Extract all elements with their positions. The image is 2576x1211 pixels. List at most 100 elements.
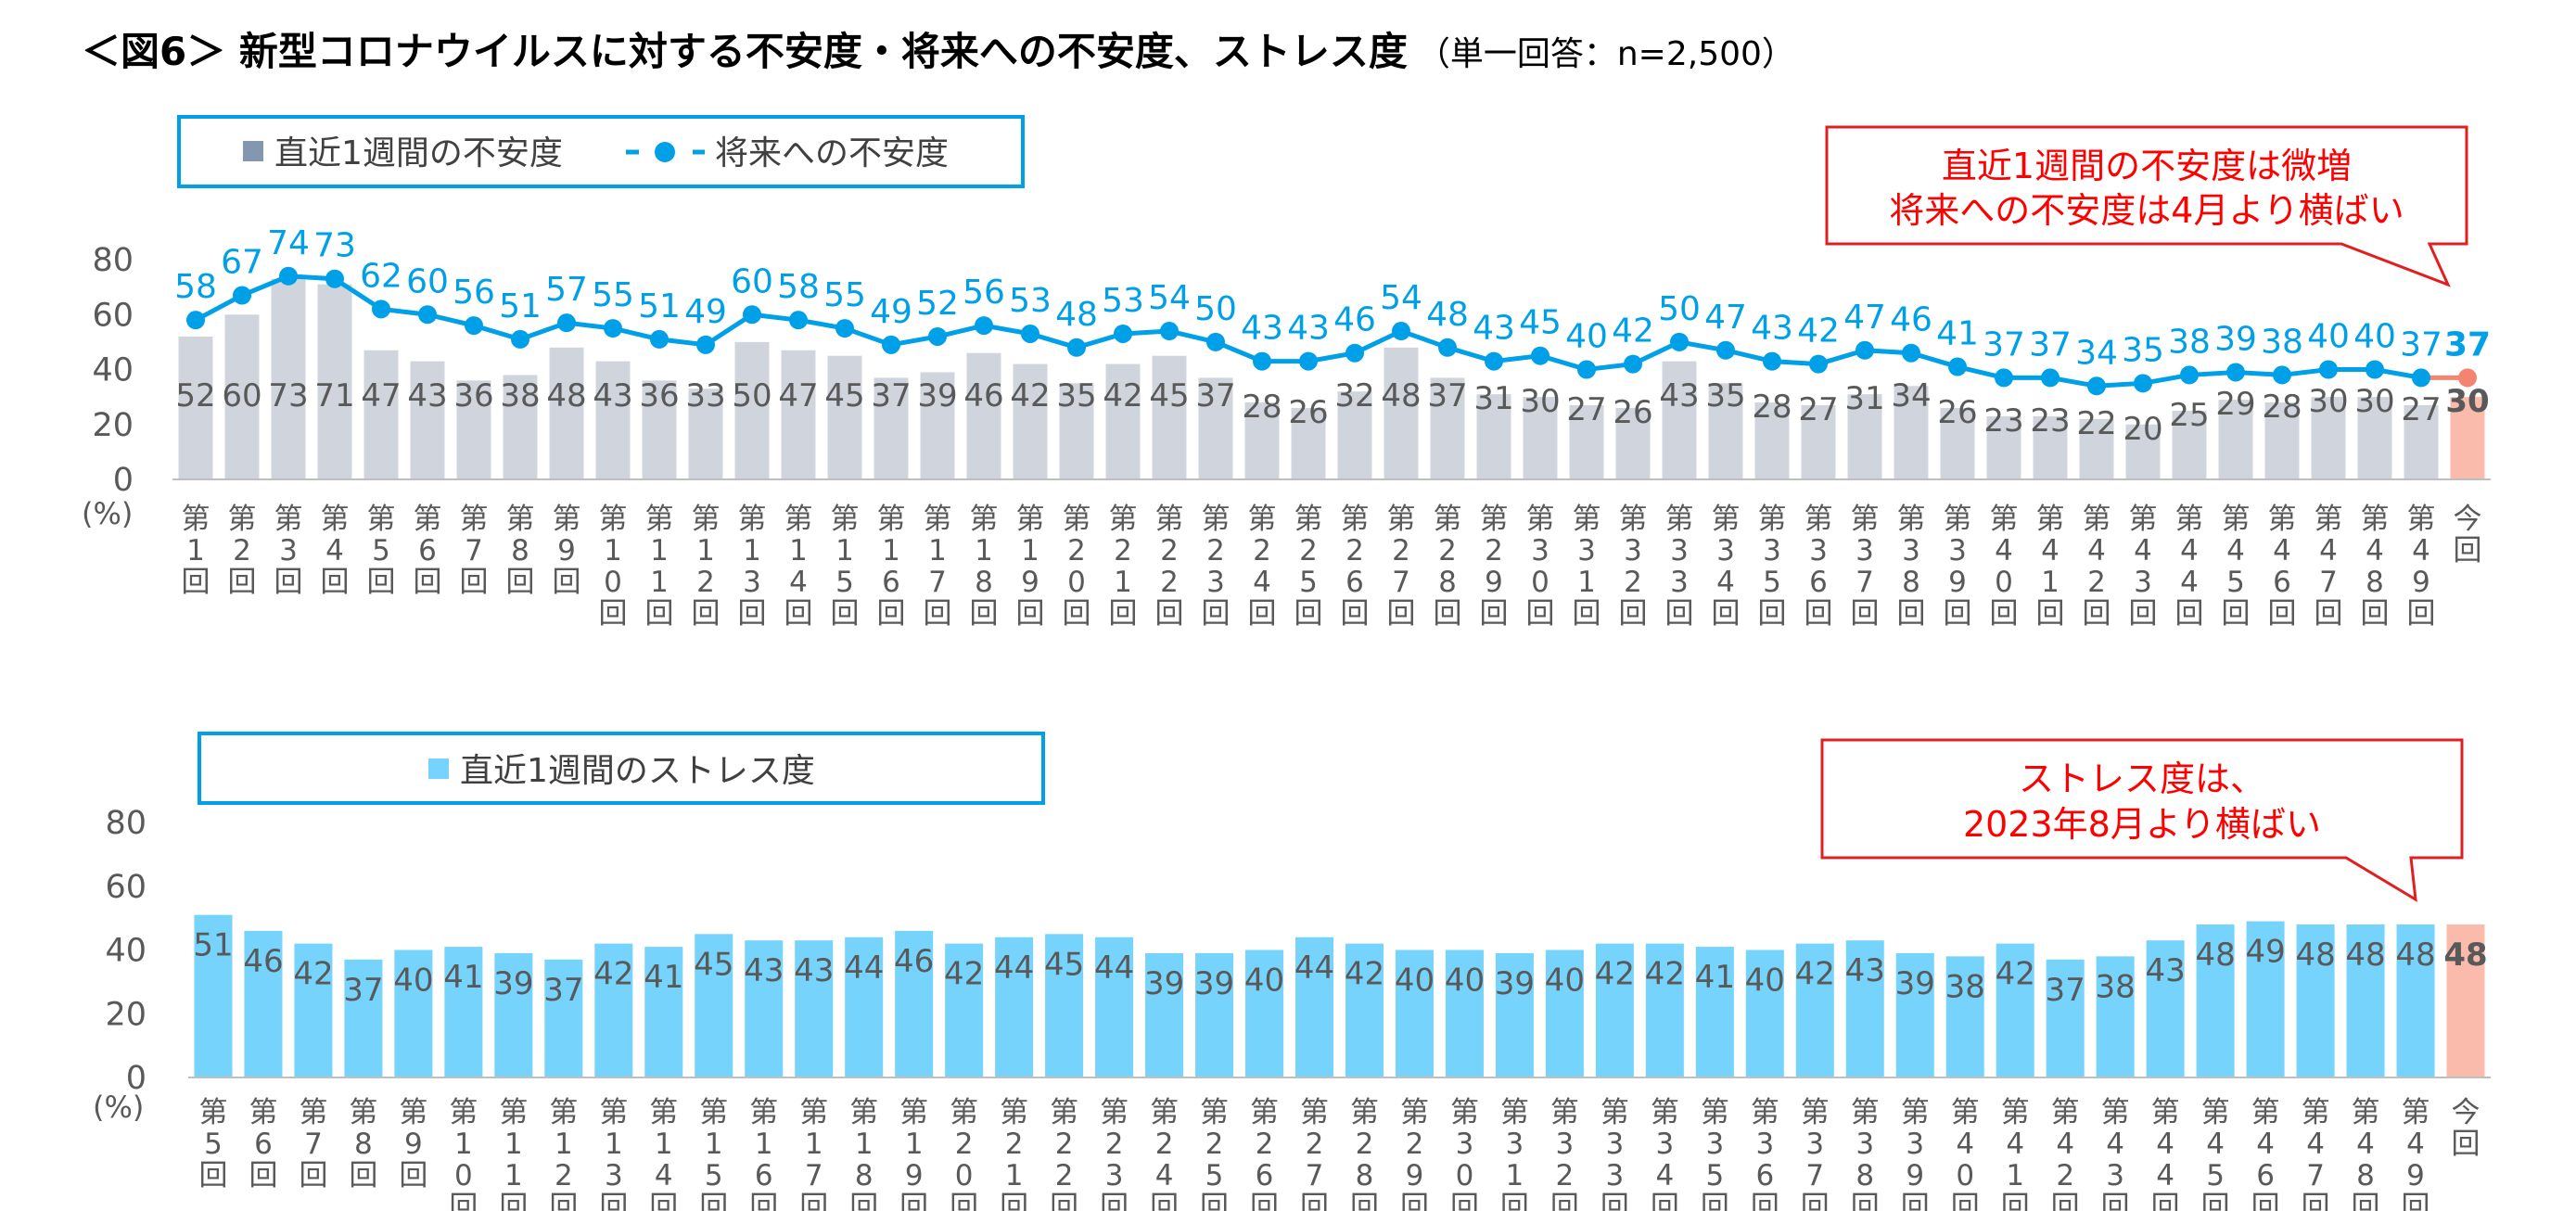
x-tick-label-1: 第 xyxy=(1063,503,1091,536)
y-tick-label-1: 80 xyxy=(92,242,134,279)
x-tick-label-2: 回 xyxy=(1600,1191,1629,1211)
data-label-future: 37 xyxy=(2444,325,2491,363)
point-anxiety-future xyxy=(2412,368,2430,388)
data-label-future: 73 xyxy=(313,227,356,265)
x-tick-label-2: 回 xyxy=(2001,1191,2030,1211)
callout-box-2 xyxy=(1820,738,2464,902)
data-label-stress: 40 xyxy=(1745,962,1785,1000)
x-tick-label-1: 回 xyxy=(1712,597,1741,631)
x-tick-label-2: 2 xyxy=(555,1159,573,1192)
x-tick-label-2: 回 xyxy=(1250,1191,1279,1211)
x-tick-label-1: 第 xyxy=(2129,503,2158,536)
data-label-future: 74 xyxy=(267,224,310,262)
x-tick-label-1: 2 xyxy=(2087,566,2106,599)
x-tick-label-2: 1 xyxy=(1506,1159,1524,1192)
point-anxiety-future xyxy=(1577,360,1596,379)
legend-label-week: 直近1週間の不安度 xyxy=(274,134,563,172)
x-tick-label-1: 8 xyxy=(975,566,993,599)
data-label-future: 56 xyxy=(453,274,495,312)
x-tick-label-2: 第 xyxy=(1000,1096,1028,1129)
data-label-week: 45 xyxy=(1149,377,1189,414)
data-label-stress: 37 xyxy=(343,972,383,1009)
x-tick-label-1: 第 xyxy=(1573,503,1601,536)
data-label-week: 30 xyxy=(2445,383,2489,420)
bar-anxiety-week xyxy=(178,336,213,479)
x-tick-label-1: 1 xyxy=(604,534,622,567)
x-tick-label-2: 1 xyxy=(504,1159,523,1192)
bar-stress-week xyxy=(544,959,583,1077)
data-label-future: 67 xyxy=(221,244,263,282)
x-tick-label-2: 2 xyxy=(1356,1128,1374,1161)
x-tick-label-2: 回 xyxy=(2051,1191,2080,1211)
x-tick-label-2: 回 xyxy=(2151,1191,2180,1211)
x-tick-label-2: 7 xyxy=(304,1128,323,1161)
x-tick-label-2: 回 xyxy=(349,1159,377,1192)
data-label-future: 52 xyxy=(916,285,959,323)
data-label-stress: 43 xyxy=(744,952,784,989)
x-tick-label-1: 1 xyxy=(975,534,993,567)
x-tick-label-2: 第 xyxy=(1901,1096,1930,1129)
x-tick-label-2: 9 xyxy=(1906,1159,1924,1192)
x-tick-label-1: 1 xyxy=(1577,566,1596,599)
x-tick-label-2: 第 xyxy=(649,1096,678,1129)
point-anxiety-future xyxy=(1114,324,1132,343)
bar-anxiety-week xyxy=(2450,397,2485,479)
data-label-week: 47 xyxy=(361,377,401,414)
x-tick-label-1: 第 xyxy=(182,503,210,536)
data-label-stress: 40 xyxy=(1395,962,1435,1000)
data-label-stress: 48 xyxy=(2195,937,2235,974)
x-tick-label-1: 回 xyxy=(2175,597,2204,631)
x-tick-label-1: 回 xyxy=(1387,597,1416,631)
data-label-stress: 42 xyxy=(1795,956,1835,993)
point-anxiety-future xyxy=(1716,340,1735,360)
x-tick-label-2: 4 xyxy=(2006,1128,2024,1161)
x-tick-label-1: 9 xyxy=(1021,566,1039,599)
x-tick-label-1: 5 xyxy=(2226,566,2245,599)
point-anxiety-future xyxy=(233,286,251,305)
data-label-stress: 37 xyxy=(543,972,583,1009)
point-anxiety-future xyxy=(2366,360,2384,379)
x-tick-label-1: 回 xyxy=(1619,597,1648,631)
x-tick-label-1: 0 xyxy=(604,566,622,599)
x-tick-label-2: 回 xyxy=(1701,1191,1729,1211)
point-anxiety-future xyxy=(1299,351,1318,371)
data-label-week: 30 xyxy=(1520,383,1560,420)
data-label-week: 42 xyxy=(1010,377,1050,414)
x-tick-label-2: 7 xyxy=(1306,1159,1324,1192)
data-label-week: 27 xyxy=(1798,391,1838,428)
x-tick-label-2: 第 xyxy=(2001,1096,2030,1129)
legend-box-2 xyxy=(198,732,1045,805)
x-tick-label-2: 2 xyxy=(1306,1128,1324,1161)
x-tick-label-2: 回 xyxy=(1851,1191,1880,1211)
data-label-week: 20 xyxy=(2123,411,2162,448)
data-label-future: 43 xyxy=(1751,310,1793,348)
bar-anxiety-week xyxy=(1337,391,1372,479)
x-tick-label-1: 9 xyxy=(557,534,576,567)
data-label-week: 37 xyxy=(1195,377,1235,414)
x-tick-label-2: 回 xyxy=(2402,1191,2430,1211)
x-tick-label-1: 回 xyxy=(1248,597,1277,631)
legend-marker-stress xyxy=(428,758,449,779)
x-tick-label-2: 4 xyxy=(1155,1159,1174,1192)
x-tick-label-1: 第 xyxy=(1619,503,1648,536)
x-tick-label-1: 回 xyxy=(414,566,442,599)
x-tick-label-1: 6 xyxy=(2273,566,2291,599)
point-anxiety-future xyxy=(1948,357,1967,376)
x-tick-label-1: 回 xyxy=(784,597,813,631)
x-tick-label-1: 5 xyxy=(372,534,390,567)
x-tick-label-2: 1 xyxy=(454,1128,473,1161)
x-tick-label-2: 6 xyxy=(254,1128,273,1161)
data-label-stress: 42 xyxy=(1595,956,1635,993)
x-tick-label-2: 第 xyxy=(1250,1096,1279,1129)
data-label-future: 38 xyxy=(2261,323,2303,361)
data-label-future: 55 xyxy=(592,276,634,314)
point-anxiety-future xyxy=(928,326,947,346)
point-anxiety-future xyxy=(1392,322,1410,341)
x-tick-label-1: 1 xyxy=(928,534,947,567)
data-label-future: 35 xyxy=(2122,331,2164,369)
data-label-stress: 40 xyxy=(1244,962,1284,1000)
bar-stress-week xyxy=(1395,950,1434,1077)
bar-anxiety-week xyxy=(224,314,260,479)
x-tick-label-2: 1 xyxy=(805,1128,823,1161)
